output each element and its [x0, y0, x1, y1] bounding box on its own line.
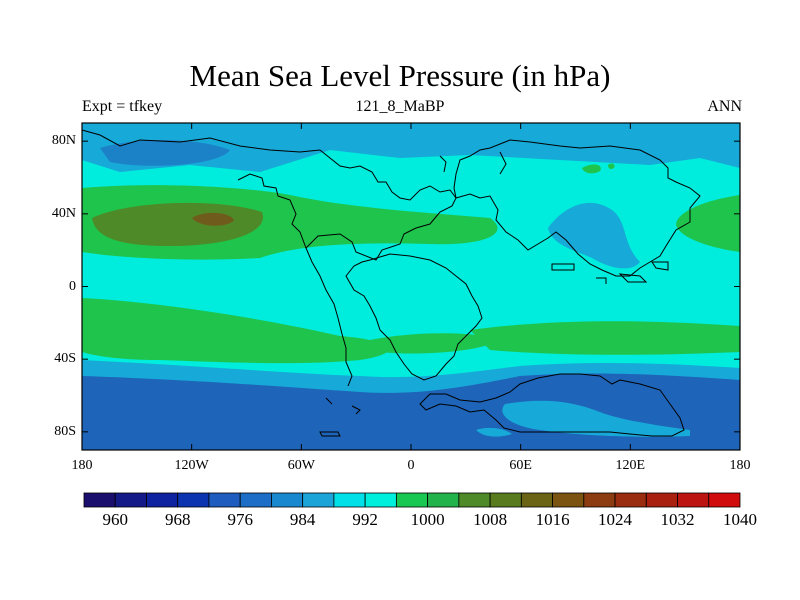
colorbar-label: 992 — [352, 510, 378, 529]
arctic-low-band — [82, 123, 740, 172]
colorbar-swatch — [271, 492, 304, 508]
asian-low — [548, 202, 640, 269]
colorbar-swatch — [395, 492, 429, 508]
colorbar-label: 968 — [164, 510, 191, 529]
longitude-label: 60E — [509, 458, 532, 473]
longitude-label: 180 — [71, 458, 93, 473]
longitude-label: 0 — [407, 458, 415, 473]
colorbar-swatch — [583, 492, 616, 508]
colorbar-swatch — [208, 492, 241, 508]
colorbar-swatch — [645, 492, 678, 508]
colorbar-swatch — [239, 492, 272, 508]
colorbar-swatch — [364, 492, 397, 508]
colorbar-label: 1024 — [598, 510, 633, 529]
colorbar-swatch — [552, 492, 585, 508]
latitude-label: 40S — [54, 351, 76, 367]
latitude-label: 80N — [51, 133, 76, 149]
colorbar-label: 960 — [102, 510, 128, 529]
south-atlantic-high — [370, 333, 500, 354]
colorbar-swatch — [114, 492, 147, 508]
period-label: 121_8_MaBP — [355, 98, 445, 115]
arctic-green-spot — [582, 164, 601, 174]
colorbar-label: 1016 — [535, 510, 570, 529]
colorbar-swatch — [708, 492, 741, 508]
antarctic-high-patch — [476, 427, 512, 437]
latitude-label: 40N — [51, 205, 76, 221]
colorbar — [83, 492, 741, 508]
arctic-green-spot — [608, 163, 615, 169]
colorbar-label: 1000 — [410, 510, 445, 529]
map-title: Mean Sea Level Pressure (in hPa) — [189, 58, 611, 93]
colorbar-label: 1040 — [723, 510, 757, 529]
colorbar-swatch — [458, 492, 491, 508]
colorbar-swatch — [83, 492, 116, 508]
colorbar-swatch — [520, 492, 553, 508]
colorbar-label: 1032 — [660, 510, 695, 529]
colorbar-swatch — [427, 492, 460, 508]
colorbar-swatch — [333, 492, 366, 508]
north-pacific-high-center — [192, 212, 234, 226]
season-label: ANN — [707, 98, 742, 115]
colorbar-swatch — [489, 492, 522, 508]
experiment-label: Expt = tfkey — [82, 98, 163, 115]
longitude-label: 120W — [174, 458, 209, 473]
colorbar-swatch — [177, 492, 210, 508]
longitude-label: 180 — [729, 458, 751, 473]
coastlines — [81, 129, 701, 437]
colorbar-label: 984 — [289, 510, 316, 529]
south-pacific-high — [82, 298, 389, 364]
pressure-field — [82, 123, 740, 450]
north-east-high — [676, 195, 740, 252]
colorbar-label: 976 — [227, 510, 253, 529]
colorbar-swatch — [146, 492, 179, 508]
colorbar-swatch — [614, 492, 647, 508]
colorbar-label: 1008 — [473, 510, 508, 529]
colorbar-swatch — [677, 492, 710, 508]
axis-ticks — [81, 123, 741, 450]
latitude-label: 0 — [69, 278, 76, 294]
antarctic-high-patch — [502, 400, 690, 437]
latitude-label: 80S — [54, 423, 76, 439]
arctic-low-core — [100, 139, 230, 166]
colorbar-swatch — [302, 492, 335, 508]
longitude-label: 120E — [615, 458, 646, 473]
longitude-label: 60W — [287, 458, 315, 473]
south-indian-high — [470, 321, 740, 355]
